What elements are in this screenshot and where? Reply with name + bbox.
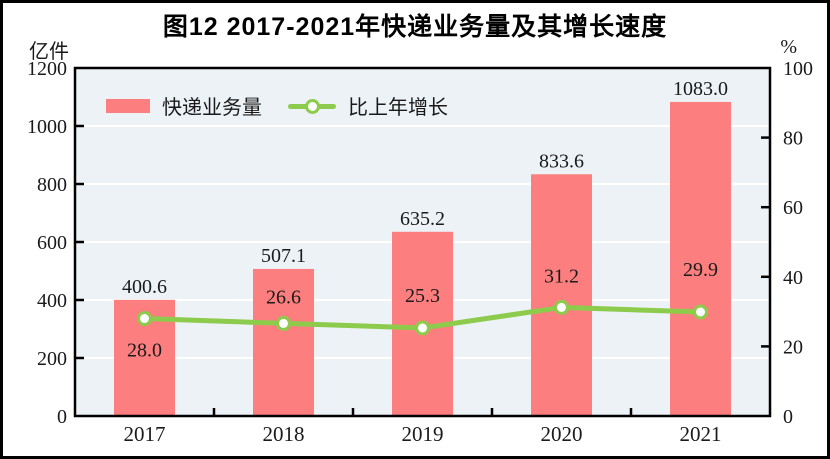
chart-legend: 快递业务量 比上年增长: [106, 91, 448, 120]
left-axis-tick-label: 200: [37, 348, 67, 370]
legend-bar-label: 快递业务量: [162, 97, 262, 119]
left-axis-tick-label: 800: [37, 174, 67, 196]
growth-marker-2020: [554, 299, 569, 315]
left-axis-unit-label: 亿件: [29, 41, 69, 63]
growth-value-label: 26.6: [266, 286, 301, 308]
legend-line-marker-icon: [288, 98, 336, 114]
right-axis-tick-label: 40: [783, 267, 803, 289]
legend-bar-swatch: [106, 98, 150, 113]
growth-marker-2017: [137, 311, 152, 327]
growth-marker-2021: [693, 304, 708, 320]
bar-value-label: 507.1: [261, 245, 306, 267]
x-axis-label-2021: 2021: [680, 422, 722, 446]
growth-marker-2018: [276, 315, 291, 331]
right-axis-tick-label: 60: [783, 197, 803, 219]
growth-value-label: 31.2: [544, 265, 579, 287]
left-axis-tick-label: 0: [57, 406, 67, 428]
bar-2020: [531, 174, 592, 416]
right-axis-tick-label: 100: [783, 58, 813, 80]
bar-value-label: 1083.0: [673, 78, 728, 100]
growth-value-label: 29.9: [683, 259, 718, 281]
right-axis-unit-label: %: [780, 36, 797, 58]
left-axis-tick-label: 1000: [27, 116, 67, 138]
right-axis-tick-label: 20: [783, 336, 803, 358]
right-axis-tick-label: 80: [783, 128, 803, 150]
x-axis-label-2019: 2019: [402, 422, 444, 446]
growth-value-label: 25.3: [405, 285, 440, 307]
legend-line-label: 比上年增长: [348, 97, 448, 119]
x-axis-label-2020: 2020: [541, 422, 583, 446]
bar-value-label: 833.6: [539, 150, 584, 172]
x-axis-label-2017: 2017: [124, 422, 166, 446]
right-axis-tick-label: 0: [783, 406, 793, 428]
left-axis-tick-label: 400: [37, 290, 67, 312]
x-axis-label-2018: 2018: [263, 422, 305, 446]
bar-2018: [253, 268, 314, 416]
growth-value-label: 28.0: [127, 340, 162, 362]
left-axis-tick-label: 1200: [27, 58, 67, 80]
chart-plot-area: 400.6 507.1 635.2 833.6 1083.0 28.0 26.6 25.3 31…: [27, 58, 813, 446]
bar-value-label: 635.2: [400, 208, 445, 230]
bar-2021: [670, 101, 731, 417]
chart-title: 图12 2017-2021年快递业务量及其增长速度: [162, 13, 668, 41]
bar-value-label: 400.6: [122, 276, 167, 298]
left-axis-tick-label: 600: [37, 232, 67, 254]
growth-marker-2019: [415, 320, 430, 336]
